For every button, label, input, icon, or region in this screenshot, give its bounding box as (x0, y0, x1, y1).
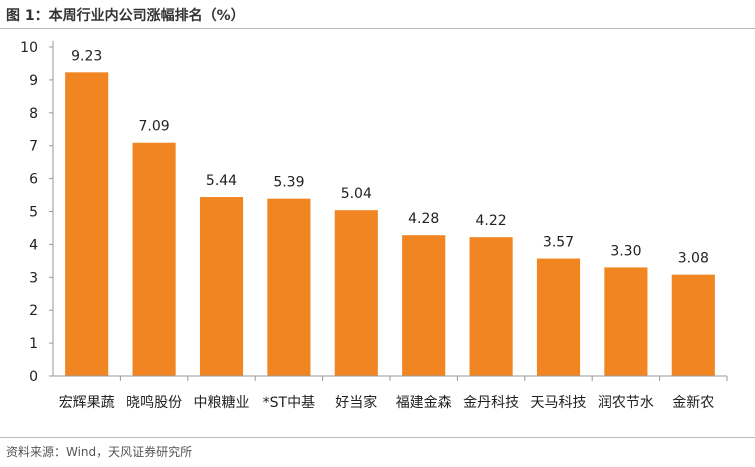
bar (65, 72, 109, 376)
y-tick-label: 4 (29, 237, 38, 253)
data-label: 4.22 (476, 213, 507, 229)
x-tick-label: 金新农 (672, 395, 714, 411)
x-tick-label: 晓鸣股份 (126, 394, 182, 411)
y-tick-label: 2 (29, 303, 38, 319)
data-labels: 9.23 7.09 5.44 5.39 5.04 4.28 4.22 3.57 3.30 3.08 (71, 48, 709, 266)
x-tick-label: *ST中基 (263, 394, 315, 411)
data-label: 3.08 (678, 251, 709, 267)
bar (469, 237, 513, 376)
y-tick-label: 3 (29, 270, 38, 286)
source-note: 资料来源：Wind，天风证券研究所 (6, 445, 193, 459)
y-tick-label: 8 (29, 106, 38, 122)
x-tick-label: 福建金森 (396, 395, 452, 411)
data-label: 9.23 (71, 48, 102, 64)
y-tick-label: 10 (20, 40, 38, 56)
y-tick-label: 1 (29, 336, 38, 352)
x-tick-label: 金丹科技 (463, 395, 519, 411)
data-label: 5.39 (273, 175, 304, 191)
x-tick-label: 润农节水 (598, 395, 654, 411)
y-axis-ticks: 0 1 2 3 4 5 6 7 8 9 10 (20, 40, 38, 385)
y-tick-label: 5 (29, 205, 38, 221)
data-label: 5.44 (206, 173, 237, 189)
y-tick-label: 6 (29, 172, 38, 188)
bar (267, 198, 311, 376)
bar-chart: 0 1 2 3 4 5 6 7 8 9 10 9.23 7.09 5.44 5.39 5.04 4.28 4.2… (20, 40, 728, 411)
y-tick-label: 7 (29, 139, 38, 155)
bar (334, 210, 378, 376)
bar (199, 197, 244, 376)
data-label: 3.57 (543, 235, 574, 251)
x-tick-label: 宏辉果蔬 (59, 395, 115, 411)
data-label: 5.04 (341, 186, 372, 202)
x-axis-labels: 宏辉果蔬 晓鸣股份 中粮糖业 *ST中基 好当家 福建金森 金丹科技 天马科技 润农节水 金新农 (59, 394, 715, 411)
chart-title: 图 1：本周行业内公司涨幅排名（%） (6, 8, 245, 24)
x-tick-label: 中粮糖业 (194, 395, 250, 411)
x-tick-label: 好当家 (335, 394, 377, 411)
y-tick-label: 0 (29, 369, 38, 385)
source-rule (0, 437, 755, 438)
axes (49, 41, 728, 381)
bar (671, 274, 715, 376)
title-rule (0, 28, 755, 29)
bar (536, 258, 581, 376)
x-tick-label: 天马科技 (531, 395, 587, 411)
data-label: 7.09 (139, 119, 170, 135)
data-label: 4.28 (408, 211, 439, 227)
bar (604, 267, 648, 376)
bar (402, 235, 446, 376)
bars (65, 72, 715, 376)
y-tick-label: 9 (29, 73, 38, 89)
data-label: 3.30 (610, 243, 641, 259)
bar (132, 142, 176, 376)
